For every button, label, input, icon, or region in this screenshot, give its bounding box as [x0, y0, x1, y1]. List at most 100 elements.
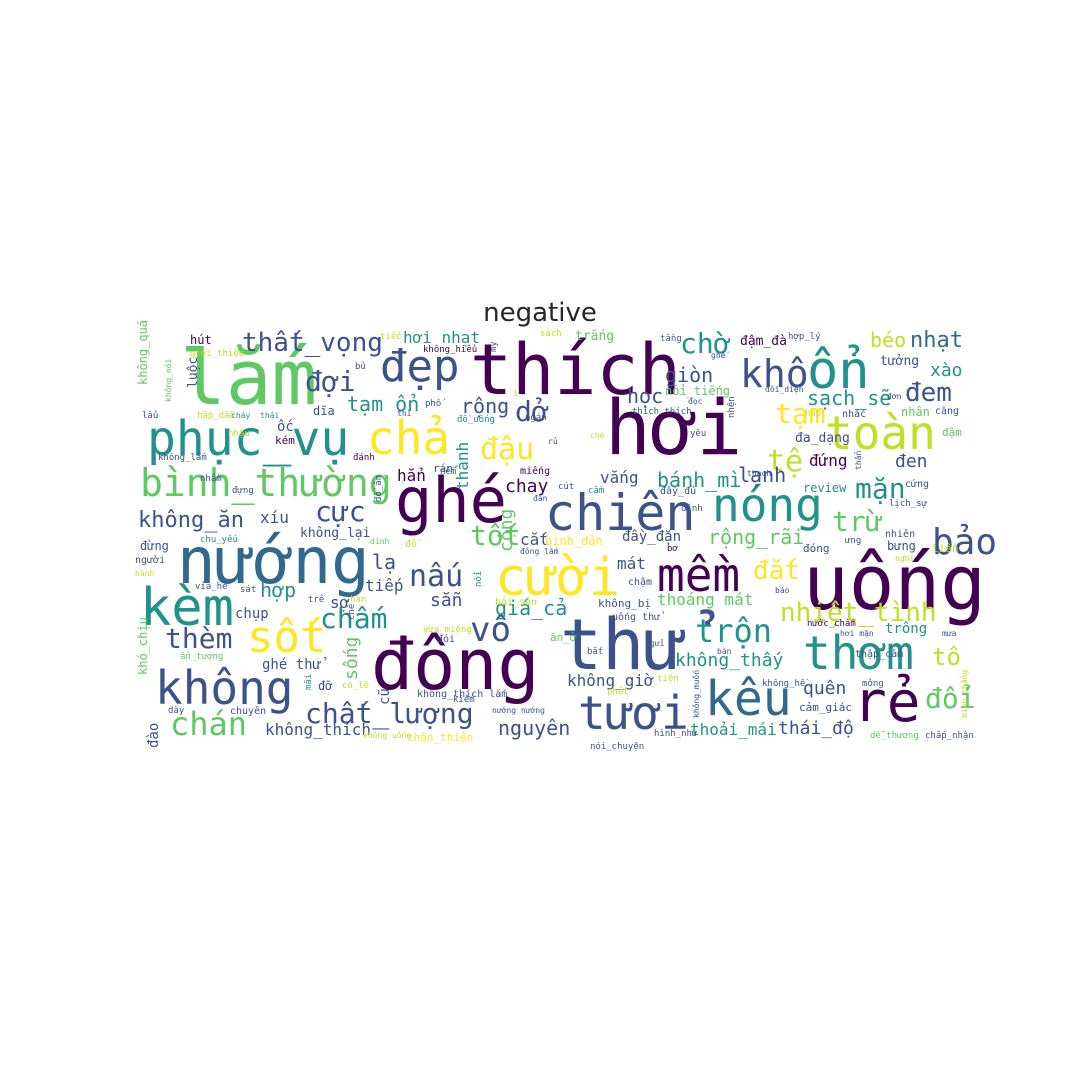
word: đánh: [353, 453, 375, 463]
word: hẳn: [397, 466, 426, 485]
word: ăn_ở: [550, 631, 577, 644]
word: phục_vụ: [147, 411, 350, 467]
word: tươi: [578, 686, 689, 740]
word: thái_độ: [778, 718, 854, 739]
word: hợp_lý: [788, 332, 821, 342]
word: nhiên: [885, 529, 916, 540]
word: mặn: [855, 472, 906, 505]
word: đồ_uống: [457, 415, 495, 425]
word: chờ: [680, 327, 731, 360]
word v: bảo: [932, 522, 998, 563]
word: chu_yếu: [200, 535, 238, 545]
word: hơi nhạt: [403, 328, 481, 347]
word: sẵn: [430, 590, 463, 611]
word: mỏng: [862, 679, 884, 689]
word: hải_sản: [495, 597, 538, 608]
word: không uống: [363, 731, 412, 740]
word: đứng: [809, 451, 848, 470]
word: thất_vọng: [242, 328, 383, 358]
word: đính: [681, 504, 703, 514]
word: nói_chuyện: [590, 742, 645, 752]
word: thập_cẩm: [855, 649, 904, 660]
word: không_thích: [265, 720, 371, 739]
word: không_nói: [164, 358, 173, 402]
word: trừ: [832, 505, 883, 538]
word: phết: [607, 687, 629, 697]
word: mãi: [304, 673, 314, 690]
word: không_lắm: [158, 453, 207, 463]
word: đơn: [887, 392, 902, 401]
word: giới_thiệu: [190, 349, 245, 359]
word: đậm_đà: [740, 334, 787, 349]
word: nhắc: [842, 409, 867, 420]
word: hành: [135, 569, 155, 578]
word: dĩa: [313, 404, 335, 418]
word: không_hề: [762, 679, 806, 689]
word: cháy: [231, 411, 251, 420]
word: dính: [370, 537, 390, 546]
word: cứng: [905, 479, 930, 490]
word: ghé: [395, 464, 507, 537]
word: béo: [870, 328, 907, 352]
word: rộng: [461, 394, 510, 418]
word: đói: [437, 634, 456, 645]
word: đọc: [688, 397, 703, 406]
word: sát: [240, 585, 257, 595]
word: chụp: [235, 606, 269, 622]
word: đầy_đặn: [622, 529, 682, 545]
word: í: [513, 389, 519, 399]
word: thích: [470, 329, 681, 411]
word: chay: [505, 476, 549, 497]
word: ấn_tượng: [180, 652, 224, 662]
word: đa_dạng: [795, 431, 850, 446]
word: không_ăn: [138, 508, 244, 533]
word: tầng: [660, 334, 682, 344]
word: kèm: [140, 578, 234, 638]
word: sốt: [247, 612, 327, 663]
word: mỳ: [489, 341, 499, 352]
word: tiếc: [380, 332, 402, 342]
word: bình_thường: [140, 461, 392, 505]
word: chậm: [628, 577, 653, 588]
word: yêu: [690, 429, 707, 439]
word: hấp_dẫn: [197, 411, 235, 421]
word: nướng nướng: [492, 706, 545, 715]
word: mưa: [942, 629, 957, 638]
word: khó_chịu: [136, 617, 150, 675]
word: trẻ: [308, 595, 325, 605]
word: hơi: [605, 383, 743, 472]
word: chất_lượng: [305, 697, 474, 730]
word: bưng: [887, 539, 916, 553]
word: thạch: [747, 469, 772, 478]
word: người: [135, 555, 166, 566]
word: nhiệt_tình: [780, 598, 937, 628]
word: bình_dân: [545, 534, 603, 548]
word: thái: [260, 411, 280, 420]
word: rộng_rãi: [708, 525, 805, 549]
word: đậm: [942, 426, 962, 439]
word: tệ: [767, 444, 804, 479]
word: giá_cả: [495, 596, 568, 620]
word: sợ: [330, 593, 350, 612]
word: đan: [533, 494, 548, 503]
word: đào: [146, 722, 162, 748]
word: cộng: [496, 508, 517, 552]
word: trộn: [695, 612, 773, 650]
word: thơm: [803, 626, 914, 680]
word: vừa_miệng: [423, 625, 472, 635]
word: hơi mặn: [840, 629, 874, 638]
word: có_lẽ: [342, 681, 370, 691]
word-cloud: lắm phục_vụ bình_thường nướng kèm không …: [135, 320, 997, 752]
word v: lạnh: [738, 463, 787, 487]
word: dở: [515, 395, 549, 428]
word: ổn: [807, 341, 870, 401]
word: đợi: [305, 365, 356, 398]
word: kiếm: [453, 695, 475, 705]
word: thành: [453, 441, 472, 490]
word: không_bị: [598, 597, 651, 610]
word: bủ: [355, 362, 366, 372]
word: rủ: [548, 437, 558, 446]
word: ngán: [525, 413, 547, 423]
word: dày: [168, 706, 185, 716]
word: đựng: [232, 486, 254, 496]
